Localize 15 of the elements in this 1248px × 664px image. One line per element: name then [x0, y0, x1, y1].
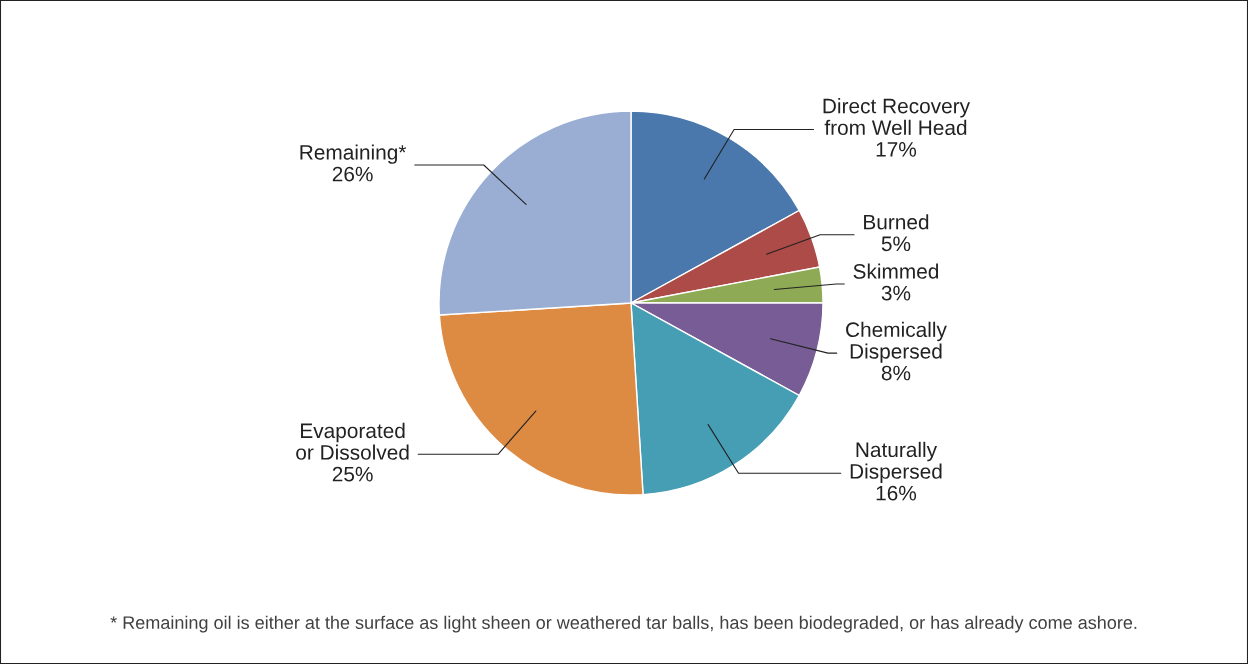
- data-label: 16%: [876, 485, 917, 501]
- slice-label: Burned: [864, 214, 929, 230]
- data-label: 26%: [332, 166, 373, 182]
- slice-label: Remaining*: [300, 144, 407, 164]
- slice-label: Skimmed: [853, 263, 939, 279]
- data-label: 25%: [332, 466, 373, 482]
- data-label: 17%: [876, 142, 917, 157]
- data-label: 8%: [881, 365, 911, 381]
- slice-label: Naturally Dispersed: [850, 441, 942, 483]
- data-label: 5%: [881, 236, 911, 252]
- slice-label: Chemically Dispersed: [846, 321, 947, 363]
- text: * Remaining oil is either at the surface as light sheen or weathered tar balls, has been biodegraded, or has already come ashore.: [110, 615, 1137, 633]
- data-label: 3%: [881, 285, 911, 301]
- slice-label: Evaporated or Dissolved: [296, 422, 409, 460]
- slice-label: Direct Recovery from Well Head: [823, 98, 971, 136]
